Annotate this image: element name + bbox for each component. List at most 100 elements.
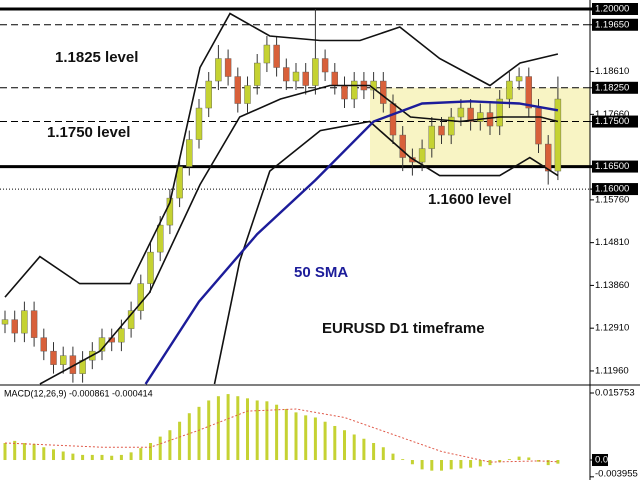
candle-body bbox=[195, 107, 203, 140]
y-tick-box bbox=[592, 115, 638, 128]
candle-body bbox=[321, 58, 329, 73]
macd-bar bbox=[168, 430, 172, 461]
candle-body bbox=[166, 197, 174, 226]
macd-bar bbox=[517, 456, 521, 461]
macd-bar bbox=[81, 454, 85, 461]
candle-body bbox=[554, 98, 562, 172]
y-tick-label: 1.20000 bbox=[595, 4, 629, 15]
candle-body bbox=[506, 80, 513, 100]
candle-body bbox=[11, 319, 18, 334]
annotation: 50 SMA bbox=[294, 264, 348, 281]
y-tick-label: 1.16000 bbox=[595, 184, 629, 195]
macd-bar bbox=[304, 415, 308, 461]
annotation: EURUSD D1 timeframe bbox=[322, 320, 485, 337]
annotation: 1.1750 level bbox=[47, 124, 130, 141]
candle-body bbox=[60, 355, 67, 365]
macd-bar bbox=[556, 460, 560, 464]
macd-bar bbox=[226, 394, 230, 461]
candle-body bbox=[186, 139, 193, 167]
macd-bar bbox=[61, 451, 65, 461]
y-tick-label: 1.15760 bbox=[595, 194, 629, 205]
candle-body bbox=[457, 107, 465, 118]
y-tick-label: 0.015753 bbox=[595, 388, 635, 399]
candle-body bbox=[40, 337, 47, 352]
y-tick-box bbox=[592, 183, 638, 196]
macd-bar bbox=[100, 454, 104, 461]
annotation: 1.1600 level bbox=[428, 191, 511, 208]
macd-bar bbox=[527, 457, 531, 461]
candle-body bbox=[525, 76, 532, 109]
candle-body bbox=[389, 103, 397, 136]
macd-bar bbox=[246, 398, 249, 461]
y-tick-label: 1.19650 bbox=[595, 19, 629, 30]
candle-body bbox=[273, 44, 280, 68]
y-tick-box bbox=[592, 18, 638, 31]
macd-bar bbox=[488, 460, 492, 466]
indicator-line bbox=[4, 12, 559, 298]
label-layer: 1.20000 1.19650 1.18610 1.18250 1.176601.175… bbox=[590, 3, 638, 480]
level-layer bbox=[0, 7, 600, 190]
candle-body bbox=[224, 58, 232, 77]
macd-bar bbox=[216, 396, 220, 461]
macd-bar bbox=[119, 454, 123, 461]
macd-bar bbox=[71, 453, 75, 461]
candle-body bbox=[21, 310, 28, 334]
candle-body bbox=[176, 166, 183, 199]
macd-bar bbox=[372, 442, 376, 461]
macd-bar bbox=[129, 452, 133, 461]
macd-bar bbox=[158, 436, 162, 461]
y-tick-box bbox=[592, 81, 638, 94]
macd-bar bbox=[362, 438, 366, 461]
candle-body bbox=[486, 112, 494, 127]
indicator-line bbox=[213, 120, 559, 385]
macd-title: MACD(12,26,9) -0.000861 -0.000414 bbox=[4, 388, 153, 398]
candle-body bbox=[156, 224, 164, 253]
macd-bar bbox=[420, 460, 424, 470]
candle-body bbox=[535, 107, 542, 145]
candle-body bbox=[438, 125, 445, 136]
y-tick-label: 1.13860 bbox=[595, 280, 629, 291]
candle-body bbox=[205, 80, 212, 109]
candle-body bbox=[448, 116, 455, 136]
macd-bar bbox=[13, 440, 17, 461]
macd-bar bbox=[546, 460, 550, 466]
macd-bar bbox=[440, 460, 443, 471]
macd-bar bbox=[275, 404, 279, 461]
y-tick-label: 1.17660 bbox=[595, 109, 629, 120]
macd-bar bbox=[149, 442, 152, 461]
candle-body bbox=[515, 76, 523, 82]
candle-body bbox=[341, 85, 348, 100]
candle-body bbox=[263, 44, 271, 64]
candle-body bbox=[399, 134, 406, 158]
macd-bar bbox=[478, 460, 482, 467]
macd-bar bbox=[343, 430, 346, 461]
candle-body bbox=[428, 125, 435, 149]
macd-bar bbox=[410, 460, 414, 465]
indicator-line bbox=[39, 84, 559, 385]
macd-bar bbox=[110, 455, 114, 461]
y-tick-label: 1.16500 bbox=[595, 161, 629, 172]
macd-bar bbox=[52, 449, 55, 461]
macd-bar bbox=[139, 448, 143, 461]
macd-bar bbox=[401, 459, 405, 461]
candle-body bbox=[127, 310, 135, 329]
candle-body bbox=[283, 67, 290, 82]
macd-bar bbox=[507, 459, 511, 461]
candle-body bbox=[30, 310, 38, 338]
macd-bar bbox=[255, 400, 259, 461]
macd-bar bbox=[22, 442, 26, 461]
macd-bar bbox=[430, 460, 434, 471]
signal-line bbox=[4, 408, 558, 463]
candle-body bbox=[545, 143, 552, 172]
macd-bar bbox=[236, 396, 240, 461]
candle-body bbox=[244, 85, 251, 104]
y-tick-box bbox=[592, 3, 638, 16]
candle-body bbox=[331, 71, 338, 86]
macd-bar bbox=[42, 447, 46, 461]
macd-bar bbox=[32, 443, 36, 461]
candle-body bbox=[118, 328, 125, 343]
macd-bar bbox=[294, 412, 298, 461]
candle-body bbox=[253, 62, 261, 86]
